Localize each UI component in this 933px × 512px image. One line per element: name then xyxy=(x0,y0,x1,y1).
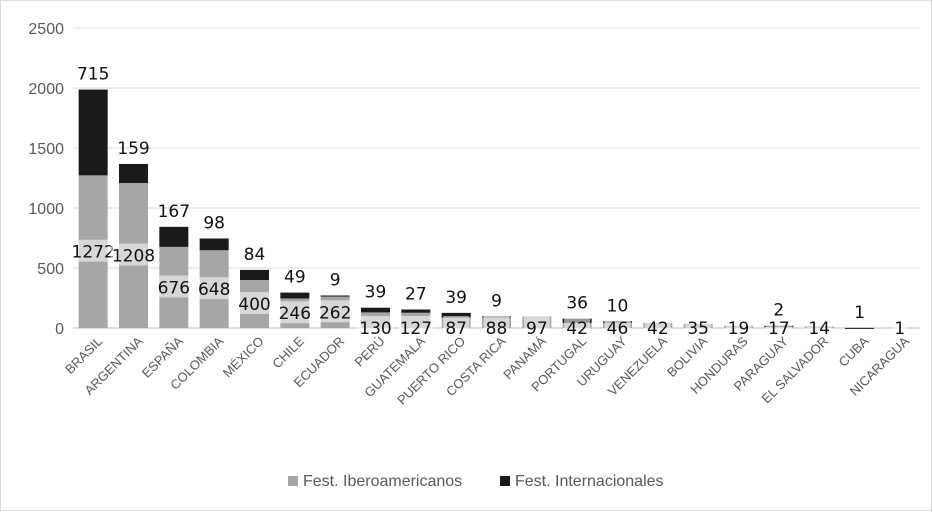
data-label-iberoamericanos: 17 xyxy=(768,319,790,339)
data-label-bg xyxy=(70,239,117,262)
data-label-internacionales: 167 xyxy=(158,202,190,222)
data-label-bg xyxy=(110,243,157,266)
data-label-internacionales: 98 xyxy=(203,213,225,233)
x-category-label: CHILE xyxy=(269,333,307,371)
data-label-internacionales: 27 xyxy=(405,285,427,305)
bar-internacionales xyxy=(119,163,148,184)
data-label-bg xyxy=(806,316,833,338)
data-label-iberoamericanos: 1272 xyxy=(72,243,115,263)
data-label-iberoamericanos: 14 xyxy=(808,319,830,339)
data-label-iberoamericanos: 246 xyxy=(279,304,311,324)
data-label-bg xyxy=(357,316,394,338)
bar-internacionales xyxy=(401,309,431,313)
data-label-bg xyxy=(236,292,273,314)
data-label-internacionales: 715 xyxy=(77,65,109,85)
data-label-bg xyxy=(523,316,550,338)
data-label-iberoamericanos: 46 xyxy=(607,319,629,339)
bar-internacionales xyxy=(78,89,108,176)
data-label-bg xyxy=(725,316,752,338)
data-label-iberoamericanos: 35 xyxy=(687,319,709,339)
data-label-internacionales: 9 xyxy=(330,270,341,290)
bar-internacionales xyxy=(280,292,310,299)
data-label-iberoamericanos: 676 xyxy=(158,278,190,298)
data-label-iberoamericanos: 1208 xyxy=(112,247,155,267)
y-tick-label: 0 xyxy=(55,321,64,338)
data-label-iberoamericanos: 97 xyxy=(526,319,548,339)
y-tick-label: 1000 xyxy=(28,201,64,218)
data-label-iberoamericanos: 130 xyxy=(359,319,391,339)
bar-internacionales xyxy=(845,327,874,329)
bar-internacionales xyxy=(240,269,269,280)
x-category-label: MÉXICO xyxy=(220,334,267,381)
data-label-bg xyxy=(604,316,631,338)
data-label-bg xyxy=(685,316,712,338)
data-label-iberoamericanos: 88 xyxy=(486,319,508,339)
y-tick-label: 1500 xyxy=(28,141,64,158)
bar-internacionales xyxy=(320,295,350,297)
data-label-internacionales: 36 xyxy=(566,294,588,314)
data-label-bg xyxy=(765,316,792,338)
data-label-iberoamericanos: 42 xyxy=(566,319,588,339)
data-label-iberoamericanos: 42 xyxy=(647,319,669,339)
data-label-internacionales: 39 xyxy=(445,288,467,308)
data-label-internacionales: 2 xyxy=(773,301,784,321)
data-label-iberoamericanos: 1 xyxy=(894,319,905,339)
data-label-internacionales: 49 xyxy=(284,268,306,288)
bar-internacionales xyxy=(159,226,189,247)
bar-internacionales xyxy=(199,238,229,251)
data-label-bg xyxy=(276,301,313,324)
legend-swatch xyxy=(500,476,510,486)
bar-internacionales xyxy=(361,307,390,313)
legend-label: Fest. Internacionales xyxy=(515,473,664,490)
data-label-internacionales: 84 xyxy=(244,245,266,265)
data-label-internacionales: 159 xyxy=(117,139,149,159)
data-label-iberoamericanos: 400 xyxy=(238,295,270,315)
data-label-bg xyxy=(196,277,233,300)
data-label-internacionales: 39 xyxy=(365,283,387,303)
data-label-internacionales: 10 xyxy=(607,296,629,316)
legend-swatch xyxy=(288,476,298,486)
y-tick-label: 2500 xyxy=(28,21,64,38)
data-label-bg xyxy=(397,316,434,338)
data-label-iberoamericanos: 87 xyxy=(445,319,467,339)
data-label-bg xyxy=(483,316,510,338)
data-label-internacionales: 9 xyxy=(491,291,502,311)
y-tick-label: 2000 xyxy=(28,81,64,98)
x-category-label: CUBA xyxy=(835,333,871,369)
legend-label: Fest. Iberoamericanos xyxy=(303,473,462,490)
data-label-bg xyxy=(564,316,591,338)
data-label-bg xyxy=(891,316,908,338)
data-label-bg xyxy=(644,316,671,338)
data-label-iberoamericanos: 262 xyxy=(319,303,351,323)
bar-internacionales xyxy=(441,312,471,318)
data-label-iberoamericanos: 127 xyxy=(400,319,432,339)
data-label-bg xyxy=(317,300,354,323)
y-tick-label: 500 xyxy=(37,261,64,278)
data-label-internacionales: 1 xyxy=(854,303,865,323)
data-label-bg xyxy=(443,316,470,338)
data-label-iberoamericanos: 648 xyxy=(198,280,230,300)
data-label-iberoamericanos: 19 xyxy=(728,319,750,339)
data-label-bg xyxy=(155,275,192,298)
